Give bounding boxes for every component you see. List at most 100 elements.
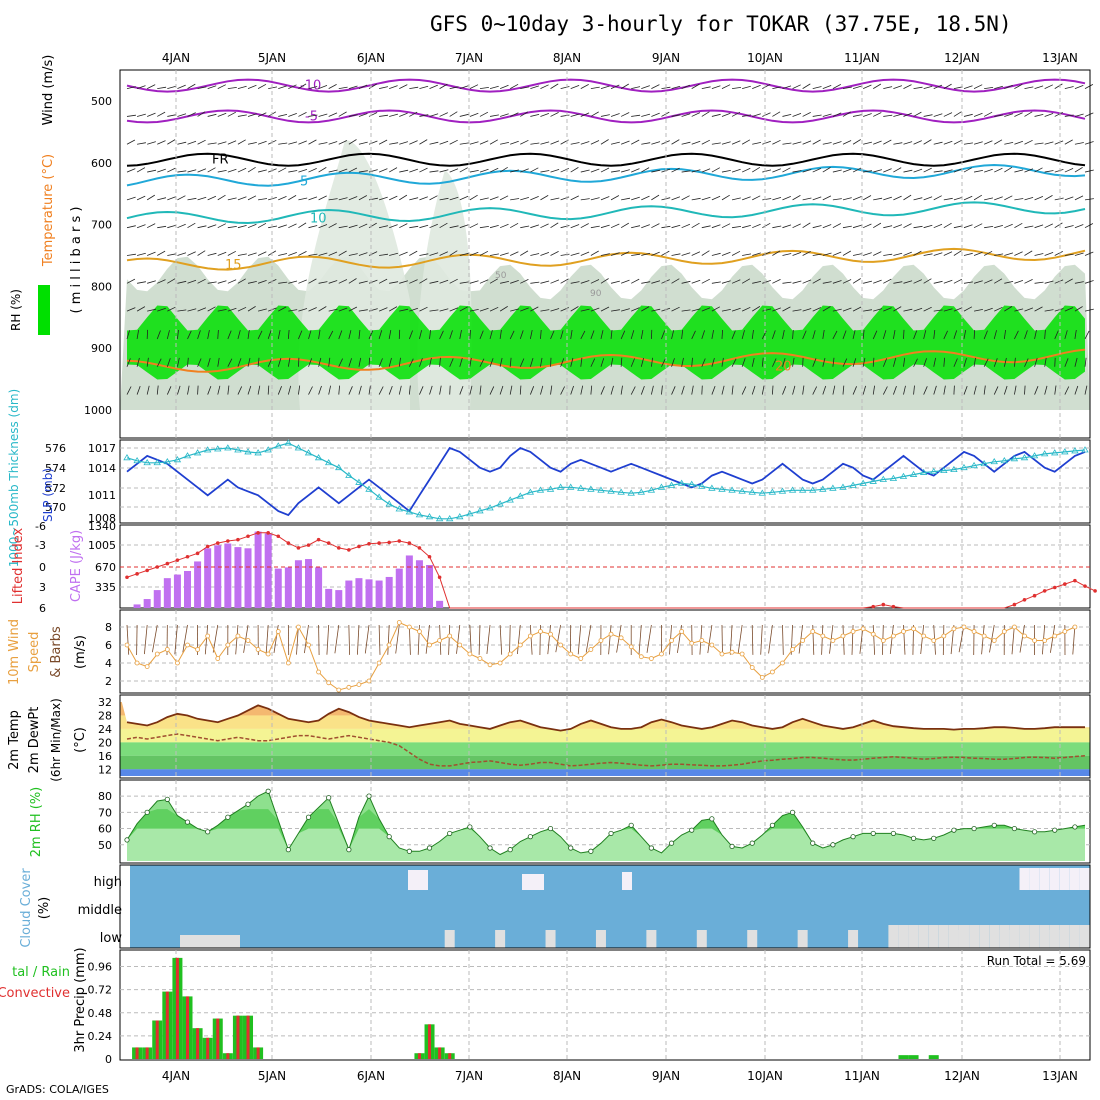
wind-speed-marker — [840, 633, 846, 639]
wind-barb — [187, 330, 192, 340]
wind-barb — [429, 113, 439, 117]
wind-barb — [933, 329, 936, 339]
wind-barb — [832, 141, 842, 145]
wind-barb — [1044, 141, 1054, 145]
wind-barb — [721, 357, 724, 367]
wind-barb — [600, 114, 610, 117]
wind-barb — [973, 170, 983, 173]
cloud-high-gap — [622, 872, 632, 890]
wind-barb — [681, 309, 691, 312]
thickness-marker — [1000, 457, 1009, 464]
wind-barb — [661, 250, 670, 256]
wind-speed-marker — [406, 624, 412, 630]
wind-barb — [278, 85, 287, 90]
wind-barb — [227, 385, 230, 395]
wind-barb — [540, 385, 544, 395]
temperature-tick: 16 — [98, 750, 112, 763]
wind-barb — [364, 624, 370, 654]
wind-barb — [489, 225, 499, 229]
wind-speed-marker — [326, 680, 332, 686]
wind-barb — [852, 224, 862, 229]
wind-speed-marker — [1052, 633, 1058, 639]
wind-barb — [984, 168, 993, 173]
slp-line — [126, 446, 1086, 517]
wind-barb — [620, 222, 630, 229]
pressure-tick: 600 — [91, 157, 112, 170]
wind-barb — [1084, 280, 1094, 284]
wind-barb — [469, 624, 472, 655]
wind-barb — [883, 225, 893, 229]
temperature-axis-label: (°C) — [73, 727, 88, 753]
wind-barb — [338, 358, 343, 367]
cloud-low-gap — [938, 925, 949, 948]
thickness-marker — [556, 483, 565, 490]
wind-speed-marker — [971, 629, 977, 634]
wind-barb — [387, 624, 390, 655]
wind-speed-marker — [628, 644, 634, 650]
wind-barb — [187, 83, 196, 89]
wind-speed-marker — [951, 626, 957, 632]
wind-barb — [368, 222, 377, 229]
cloud-low-gap — [495, 930, 506, 948]
cape-bar — [375, 580, 383, 608]
wind-barb — [550, 279, 560, 284]
precip-tick: 0.48 — [88, 1007, 113, 1020]
wind-barb — [157, 307, 166, 312]
wind-barb — [177, 280, 187, 284]
wind-barb — [1004, 113, 1014, 117]
wind-barb — [913, 330, 918, 340]
wind-barb — [419, 386, 424, 395]
lifted-index-marker — [387, 540, 391, 545]
wind-barb — [177, 141, 187, 145]
precip-convective-bar — [135, 1047, 139, 1059]
cape-bar — [244, 548, 252, 608]
wind-barb — [963, 224, 973, 229]
thickness-marker — [496, 500, 504, 507]
wind-barb — [348, 386, 353, 395]
wind-barb — [953, 111, 962, 117]
wind-barb — [389, 113, 399, 117]
wind-barb — [862, 385, 866, 395]
wind-barb — [570, 357, 574, 367]
wind-barb — [862, 357, 866, 367]
wind-barb — [1034, 357, 1038, 367]
wind-speed-marker — [205, 633, 211, 639]
wind-barb — [207, 252, 217, 256]
rh2m-marker — [870, 830, 876, 837]
wind-barb — [983, 140, 993, 145]
wind-barb — [963, 85, 973, 90]
wind-barb — [1024, 225, 1034, 229]
wind-barb — [197, 385, 199, 395]
wind-barb — [812, 86, 822, 90]
wind-barb — [651, 280, 661, 284]
wind-speed-marker — [235, 633, 241, 639]
wind-barb — [1054, 222, 1063, 229]
wind-barb — [842, 111, 852, 117]
wind-barb — [802, 112, 811, 117]
wind-barb — [762, 112, 771, 117]
wind-barb — [243, 624, 249, 653]
wind-barb — [984, 197, 993, 201]
wind-barb — [681, 84, 691, 90]
rh2m-marker — [447, 830, 453, 837]
wind-barb — [1064, 278, 1073, 284]
precip-convective-bar — [175, 957, 179, 1059]
wind-barb — [953, 196, 963, 201]
rh2m-marker — [547, 825, 554, 832]
wind-barb — [620, 251, 630, 256]
wind-barb — [1084, 141, 1094, 145]
wind-barb — [207, 113, 217, 117]
wind-speed-marker — [376, 660, 382, 666]
wind-speed-marker — [356, 682, 362, 687]
wind-barb — [863, 113, 872, 117]
wind-barb — [691, 357, 693, 367]
rh2m-marker — [1052, 827, 1058, 833]
wind-barb — [963, 113, 973, 117]
lifted-index-marker — [205, 544, 210, 549]
thickness-marker — [405, 508, 414, 515]
cloud-axis-label: Cloud Cover — [19, 868, 34, 948]
thickness-marker — [859, 479, 867, 486]
wind-barb — [187, 357, 189, 367]
wind-barb — [590, 225, 600, 229]
thickness-marker — [788, 486, 797, 493]
